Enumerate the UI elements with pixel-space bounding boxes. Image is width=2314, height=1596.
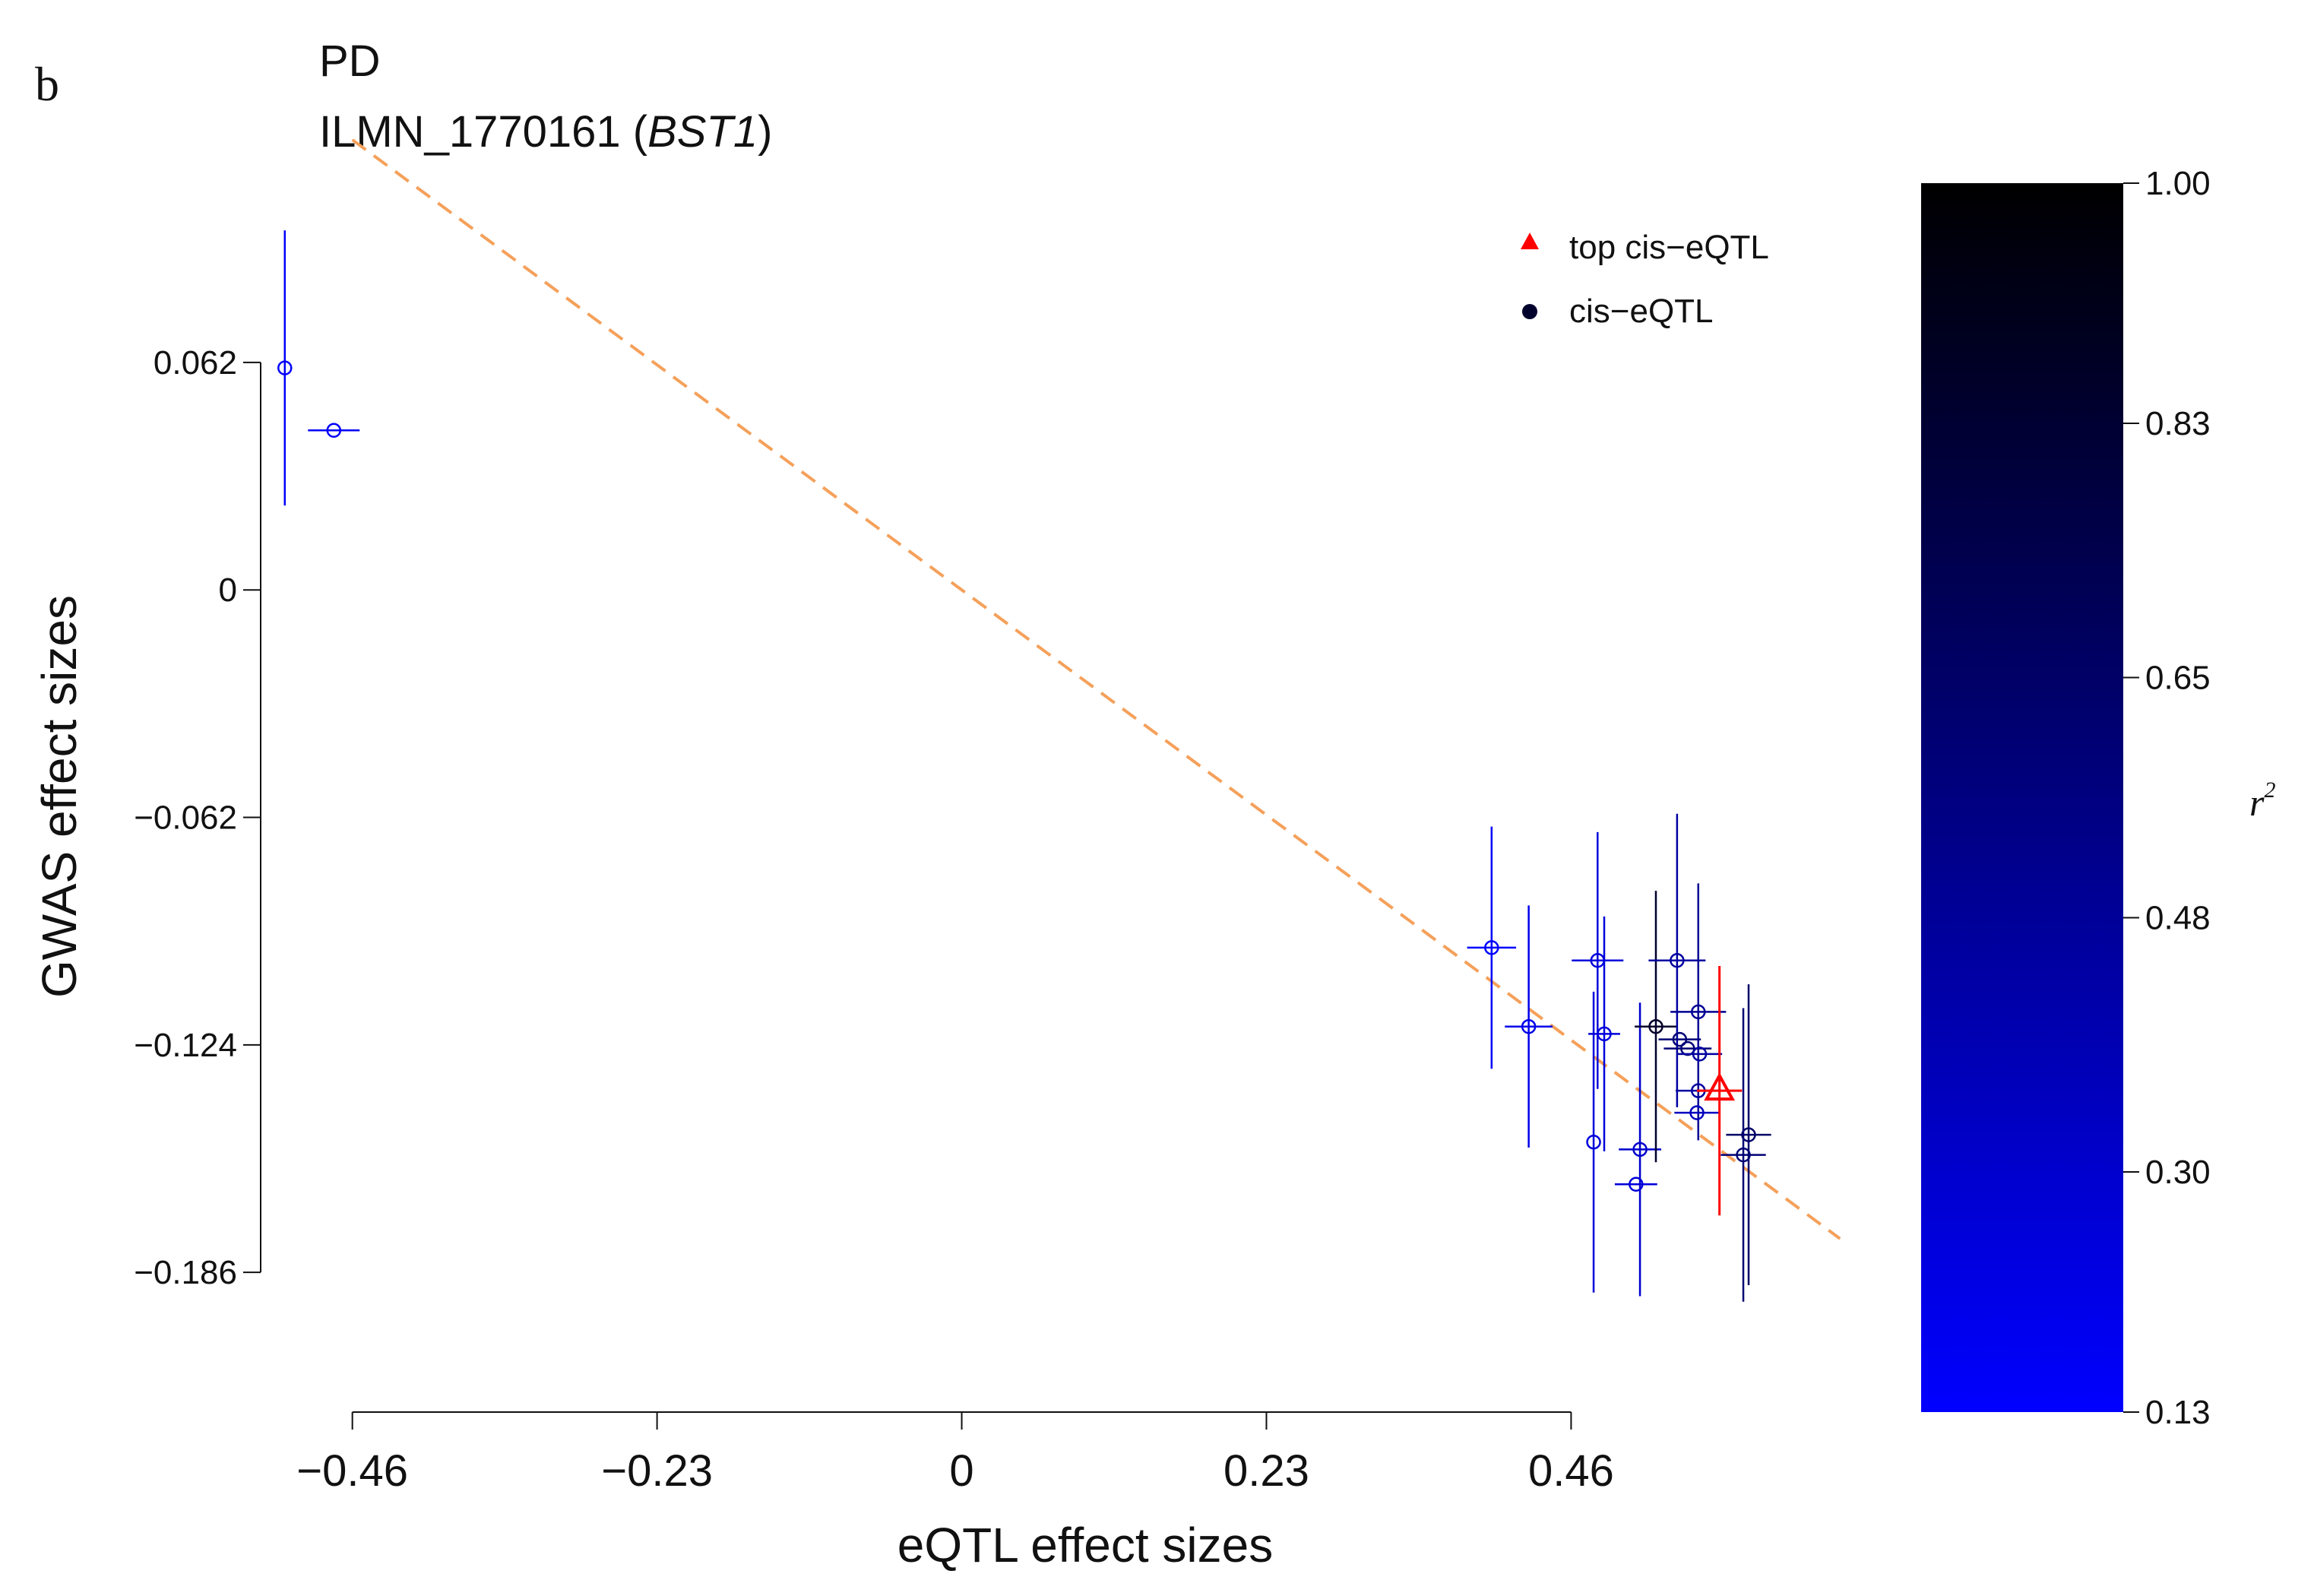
cis-eqtl-point (1572, 831, 1624, 1089)
colorbar-label-r: r (2249, 781, 2265, 824)
x-tick-label: 0.23 (1223, 1446, 1309, 1496)
colorbar-label: r2 (2249, 777, 2275, 824)
fit-line (351, 138, 1841, 1240)
panel-letter: b (35, 57, 59, 111)
point-marker (1692, 1047, 1708, 1062)
legend-label-top-cis-eqtl: top cis−eQTL (1569, 229, 1769, 266)
point-marker (1586, 1135, 1601, 1150)
colorbar-tick-label: 0.83 (2145, 405, 2211, 442)
point-marker (1680, 1040, 1695, 1056)
x-tick-label: 0.46 (1528, 1446, 1614, 1496)
colorbar-tick-label: 0.48 (2145, 899, 2211, 936)
point-marker (277, 360, 293, 375)
point-marker (1689, 1105, 1705, 1120)
point-marker (1632, 1142, 1648, 1157)
colorbar-tick-label: 1.00 (2145, 165, 2211, 202)
legend-label-cis-eqtl: cis−eQTL (1569, 293, 1714, 330)
cis-eqtl-point (1619, 1002, 1661, 1297)
colorbar-gradient (1921, 183, 2123, 1412)
title-probe-suffix: ) (758, 107, 772, 157)
point-marker (1691, 1004, 1706, 1020)
x-tick-label: −0.46 (296, 1446, 408, 1496)
x-tick-label: 0 (949, 1446, 973, 1496)
cis-eqtl-point (308, 423, 360, 438)
colorbar-tick-label: 0.13 (2145, 1394, 2211, 1431)
point-marker (1670, 953, 1685, 968)
colorbar-ticks: 1.00 0.83 0.65 0.48 0.30 0.13 (2123, 165, 2211, 1431)
y-axis: 0.062 0 −0.062 −0.124 −0.186 (134, 344, 261, 1291)
legend-triangle-marker (1521, 233, 1539, 249)
cis-eqtl-point (1614, 1176, 1657, 1192)
title-gene: BST1 (647, 107, 758, 157)
colorbar-tick-label: 0.30 (2145, 1154, 2211, 1191)
point-marker (326, 423, 342, 438)
chart-title-line2: ILMN_1770161 (BST1) (319, 107, 772, 157)
y-axis-label: GWAS effect sizes (32, 595, 87, 998)
triangle-marker (1704, 1072, 1736, 1101)
cis-eqtl-point (1658, 1031, 1701, 1047)
point-marker (1741, 1127, 1756, 1142)
cis-eqtl-point (1586, 991, 1601, 1293)
colorbar-tick-label: 0.65 (2145, 660, 2211, 697)
y-tick-label: −0.124 (134, 1027, 237, 1064)
x-axis: −0.46 −0.23 0 0.23 0.46 (296, 1411, 1614, 1496)
point-marker (1484, 940, 1499, 955)
point-marker (1672, 1031, 1688, 1047)
point-marker (1597, 1026, 1612, 1042)
cis-eqtl-point (1648, 813, 1706, 1107)
point-marker (1648, 1018, 1663, 1034)
cis-eqtl-point (1670, 883, 1727, 1141)
top-cis-eqtl-point (1697, 966, 1743, 1216)
cis-eqtl-point (1505, 905, 1553, 1148)
legend: top cis−eQTL cis−eQTL (1521, 229, 1769, 330)
y-tick-label: 0.062 (154, 344, 237, 382)
chart-title-line1: PD (319, 36, 381, 86)
cis-eqtl-point (1676, 1047, 1723, 1062)
cis-eqtl-point (1726, 984, 1771, 1286)
point-marker (1521, 1018, 1537, 1034)
cis-eqtl-point (1635, 891, 1677, 1163)
colorbar: 1.00 0.83 0.65 0.48 0.30 0.13 r2 (1921, 165, 2275, 1431)
y-tick-label: 0 (219, 572, 237, 609)
legend-circle-marker (1522, 304, 1537, 319)
cis-eqtl-point (1467, 826, 1517, 1069)
point-marker (1736, 1147, 1751, 1163)
x-tick-label: −0.23 (601, 1446, 713, 1496)
y-tick-label: −0.186 (134, 1254, 237, 1291)
point-marker (1629, 1176, 1644, 1192)
colorbar-label-superscript: 2 (2264, 777, 2275, 803)
y-tick-label: −0.062 (134, 800, 237, 837)
title-probe-prefix: ILMN_1770161 ( (319, 107, 647, 157)
cis-eqtl-point (1720, 1008, 1766, 1302)
cis-eqtl-point (277, 230, 293, 506)
x-axis-label: eQTL effect sizes (897, 1518, 1273, 1572)
data-points (277, 230, 1771, 1302)
cis-eqtl-point (1674, 1105, 1720, 1120)
